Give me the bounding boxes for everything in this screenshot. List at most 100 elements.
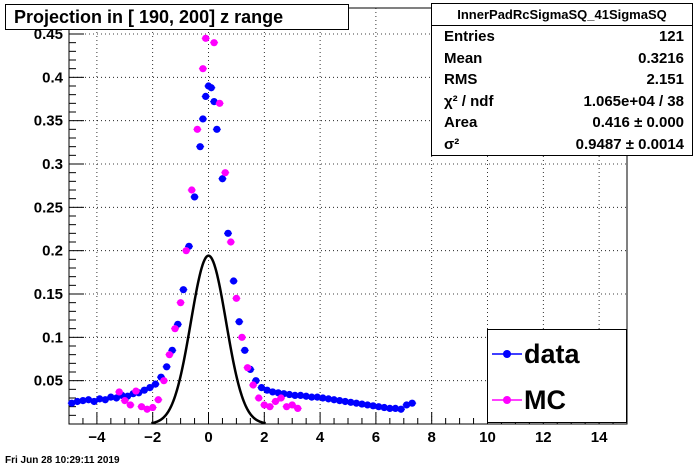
data-point [230,277,238,285]
data-point [319,394,327,402]
mc-point [277,394,285,402]
data-point [336,397,344,405]
data-point [199,115,207,123]
stats-row-entries: Entries 121 [432,26,692,48]
data-point [213,125,221,133]
data-point [296,391,305,399]
mc-point [121,397,129,405]
mc-point [294,404,302,412]
mc-point [221,169,229,177]
stats-row-sigma2: σ² 0.9487 ± 0.0014 [432,134,692,156]
data-point [241,346,249,354]
mc-point [202,34,210,42]
mc-point [216,99,224,107]
stats-label: σ² [444,135,460,153]
mc-point [243,364,252,372]
stats-value: 121 [658,28,684,45]
mc-point [199,65,207,73]
stats-value: 1.065e+04 / 38 [583,92,684,110]
data-series-points [67,82,417,413]
mc-point [238,333,246,341]
data-point [112,394,121,402]
data-point [330,396,338,404]
data-point [90,397,98,406]
y-tick-label: 0.35 [34,113,63,130]
mc-point [249,381,257,389]
stats-label: Entries [444,28,495,45]
stats-value: 2.151 [646,71,684,88]
mc-point [255,394,263,402]
y-tick-label: 0.2 [42,243,63,260]
stats-value: 0.3216 [638,49,684,67]
stats-value: 0.9487 ± 0.0014 [575,135,684,153]
data-point [352,399,360,407]
data-point [291,391,299,399]
x-tick-label: 6 [372,429,380,446]
mc-point [126,401,134,409]
stats-row-area: Area 0.416 ± 0.000 [432,112,692,134]
data-point [190,193,199,201]
y-tick-label: 0.15 [34,286,63,303]
legend-entry-mc: MC [488,380,626,420]
stats-label: χ² / ndf [444,92,494,110]
stats-title: InnerPadRcSigmaSQ_41SigmaSQ [432,4,692,26]
timestamp: Fri Jun 28 10:29:11 2019 [5,455,120,466]
mc-point [227,238,235,246]
stats-row-chi2: χ² / ndf 1.065e+04 / 38 [432,91,692,113]
data-point [358,400,366,408]
stats-label: RMS [444,71,478,88]
stats-row-rms: RMS 2.151 [432,69,692,91]
data-point [151,380,160,388]
data-point [218,175,227,183]
mc-point [132,387,140,395]
mc-point [171,325,179,333]
stats-row-mean: Mean 0.3216 [432,48,692,70]
data-point [257,384,266,392]
data-point [107,393,115,401]
data-point [408,399,416,407]
data-point [196,143,204,151]
y-tick-label: 0.05 [34,373,63,390]
data-point [375,403,383,411]
legend-marker-data [492,350,522,358]
data-point [324,395,333,403]
mc-point [154,396,162,404]
data-point [285,390,294,399]
data-point [391,404,400,412]
legend-entry-data: data [488,334,626,374]
x-tick-label: −4 [88,429,106,446]
data-point [397,405,405,413]
mc-point [182,247,190,255]
data-point [363,401,372,409]
data-point [308,393,316,401]
mc-series-points [115,13,302,413]
mc-point [288,401,296,409]
data-point [302,392,310,400]
mc-point [177,299,185,307]
mc-point [188,186,196,194]
mc-point [160,377,168,385]
x-tick-label: 4 [316,429,325,446]
y-tick-label: 0.1 [42,329,63,346]
data-point [269,388,277,396]
mc-point [210,39,218,47]
data-point [380,403,388,412]
legend: data MC [487,329,627,423]
chart-title: Projection in [ 190, 200] z range [5,4,349,30]
mc-point [232,294,240,302]
data-point [179,286,187,294]
data-point [96,395,104,403]
data-point [207,84,215,92]
x-tick-label: 14 [591,429,608,446]
y-tick-label: 0.4 [42,69,64,86]
data-point [341,397,349,406]
data-point [235,318,243,326]
legend-marker-mc [492,396,522,404]
x-tick-label: 8 [428,429,436,446]
mc-point [149,403,157,412]
y-tick-label: 0.3 [42,156,63,173]
x-tick-label: 0 [204,429,212,446]
legend-label-data: data [524,339,580,369]
data-point [73,397,81,406]
data-point [146,384,154,392]
